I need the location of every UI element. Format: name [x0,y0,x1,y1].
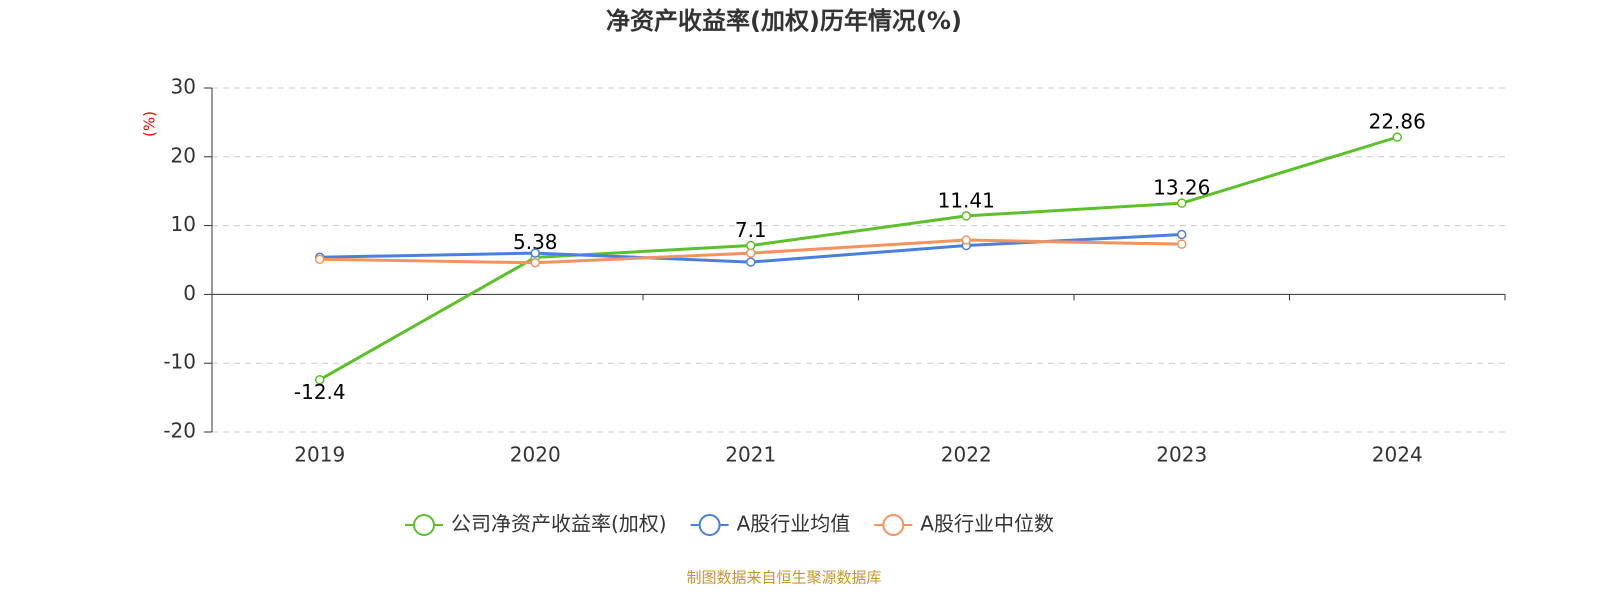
x-tick-label: 2019 [294,443,345,467]
data-point [746,257,756,267]
data-point [961,211,971,221]
data-label: -12.4 [294,380,346,404]
x-tick-label: 2024 [1372,443,1423,467]
data-point [315,254,325,265]
x-tick-label: 2020 [510,443,561,467]
data-point [961,235,971,245]
legend-label: 公司净资产收益率(加权) [451,512,667,536]
data-point [1392,132,1402,142]
series-line [319,135,1398,382]
x-tick-label: 2023 [1156,443,1207,467]
legend-label: A股行业均值 [737,512,851,536]
data-label: 7.1 [735,218,767,242]
data-point [530,258,540,268]
data-point [746,248,756,258]
data-label: 22.86 [1369,110,1426,134]
legend-label: A股行业中位数 [920,512,1054,536]
y-tick-label: -20 [163,419,196,443]
source-note: 制图数据来自恒生聚源数据库 [686,569,881,587]
y-tick-label: 10 [171,212,196,236]
data-point [1177,229,1187,240]
data-point [530,248,540,258]
y-tick-label: 30 [171,75,196,99]
x-tick-label: 2022 [941,443,992,467]
data-point [746,240,756,251]
legend-marker [698,514,721,536]
data-point [1177,239,1187,249]
y-tick-label: -10 [163,350,196,374]
legend-marker [413,514,435,536]
y-tick-label: 20 [171,143,196,167]
data-point [1177,198,1187,208]
data-label: 11.41 [938,188,995,212]
y-axis-label: (%) [141,111,159,137]
x-tick-label: 2021 [725,443,776,467]
legend-marker [882,514,905,536]
data-label: 13.26 [1153,176,1210,200]
chart-title: 净资产收益率(加权)历年情况(%) [606,7,962,35]
y-tick-label: 0 [183,281,196,305]
data-point [315,374,325,385]
